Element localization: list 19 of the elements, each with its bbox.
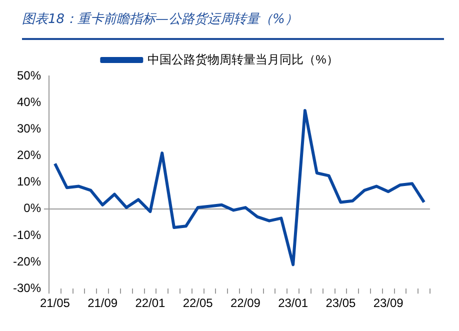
legend-label: 中国公路货物周转量当月同比（%） — [148, 52, 338, 66]
y-tick-label: 10% — [16, 174, 42, 189]
x-tick-label: 22/05 — [182, 296, 214, 310]
y-tick-label: 50% — [16, 68, 42, 82]
x-tick-label: 23/09 — [373, 296, 404, 310]
x-tick-label: 22/01 — [135, 296, 166, 310]
y-tick-label: 40% — [16, 94, 42, 109]
x-tick-label: 21/05 — [40, 296, 70, 310]
x-tick-label: 23/01 — [278, 296, 308, 310]
y-tick-label: -30% — [13, 280, 42, 295]
y-tick-label: 20% — [16, 148, 42, 162]
x-tick-label: 22/09 — [230, 296, 261, 310]
y-tick-label: 30% — [16, 121, 42, 136]
x-tick-label: 21/09 — [88, 296, 118, 310]
y-tick-label: -10% — [13, 228, 42, 242]
x-tick-label: 23/05 — [326, 296, 356, 310]
y-tick-label: 0% — [24, 201, 42, 216]
chart-title: 图表18：重卡前瞻指标—公路货运周转量（%） — [22, 11, 298, 28]
y-tick-label: -20% — [13, 254, 42, 268]
